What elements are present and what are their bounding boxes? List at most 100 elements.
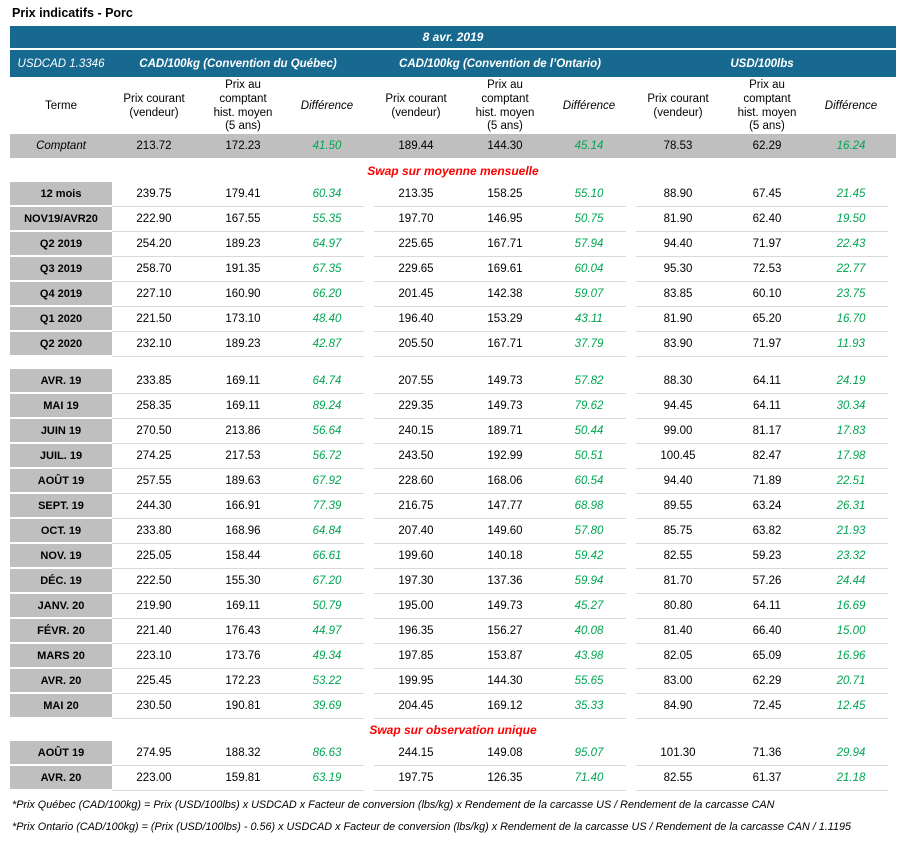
price-cell: 195.00 (374, 594, 458, 619)
group-gap (626, 207, 636, 232)
page-title: Prix indicatifs - Porc (12, 6, 133, 20)
difference-cell: 59.42 (552, 544, 626, 569)
group-header-usd: USD/100lbs (730, 57, 794, 70)
col-header-prix-courant-quebec: Prix courant (vendeur) (123, 92, 185, 119)
difference-cell: 79.62 (552, 394, 626, 419)
price-cell: 80.80 (636, 594, 720, 619)
price-cell: 197.85 (374, 644, 458, 669)
price-cell: 159.81 (196, 766, 290, 791)
price-table: 8 avr. 2019 USDCAD 1.3346 CAD/100kg (Con… (10, 26, 896, 791)
price-cell: 169.12 (458, 694, 552, 719)
price-cell: 173.76 (196, 644, 290, 669)
group-gap (364, 644, 374, 669)
table-row: AVR. 20 223.00 159.81 63.19 197.75 126.35 71.4… (10, 766, 896, 791)
row-label: MAI 19 (10, 394, 112, 419)
group-gap (364, 394, 374, 419)
table-row: MAI 19 258.35 169.11 89.24 229.35 149.73 79.62… (10, 394, 896, 419)
price-cell: 71.36 (720, 741, 814, 766)
price-cell: 213.86 (196, 419, 290, 444)
difference-cell: 50.44 (552, 419, 626, 444)
difference-cell: 16.24 (836, 140, 866, 152)
price-cell: 144.30 (458, 669, 552, 694)
price-cell: 199.60 (374, 544, 458, 569)
price-cell: 172.23 (196, 669, 290, 694)
group-gap (626, 469, 636, 494)
group-gap (364, 494, 374, 519)
price-cell: 160.90 (196, 282, 290, 307)
price-cell: 169.11 (196, 369, 290, 394)
difference-cell: 16.70 (814, 307, 888, 332)
difference-cell: 64.97 (290, 232, 364, 257)
table-row: AOÛT 19 257.55 189.63 67.92 228.60 168.06 60.5… (10, 469, 896, 494)
price-cell: 207.55 (374, 369, 458, 394)
difference-cell: 30.34 (814, 394, 888, 419)
price-cell: 85.75 (636, 519, 720, 544)
group-header-ontario: CAD/100kg (Convention de l’Ontario) (399, 57, 601, 70)
row-label: DÉC. 19 (10, 569, 112, 594)
row-label: 12 mois (10, 182, 112, 207)
price-cell: 101.30 (636, 741, 720, 766)
table-row: 12 mois 239.75 179.41 60.34 213.35 158.25 55.1… (10, 182, 896, 207)
price-cell: 147.77 (458, 494, 552, 519)
table-row: JUIL. 19 274.25 217.53 56.72 243.50 192.99 50.… (10, 444, 896, 469)
table-row: AOÛT 19 274.95 188.32 86.63 244.15 149.08 95.0… (10, 741, 896, 766)
group-gap (626, 332, 636, 357)
price-cell: 71.89 (720, 469, 814, 494)
difference-cell: 55.10 (552, 182, 626, 207)
difference-cell: 15.00 (814, 619, 888, 644)
price-cell: 144.30 (487, 140, 523, 152)
group-gap (364, 257, 374, 282)
difference-cell: 29.94 (814, 741, 888, 766)
price-cell: 63.82 (720, 519, 814, 544)
price-cell: 66.40 (720, 619, 814, 644)
col-header-prix-courant-ontario: Prix courant (vendeur) (385, 92, 447, 119)
price-cell: 270.50 (112, 419, 196, 444)
difference-cell: 50.79 (290, 594, 364, 619)
price-cell: 67.45 (720, 182, 814, 207)
group-gap (364, 694, 374, 719)
price-cell: 213.35 (374, 182, 458, 207)
price-cell: 169.61 (458, 257, 552, 282)
price-cell: 258.35 (112, 394, 196, 419)
group-gap (626, 741, 636, 766)
table-row: MARS 20 223.10 173.76 49.34 197.85 153.87 43.9… (10, 644, 896, 669)
group-gap (626, 644, 636, 669)
price-cell: 191.35 (196, 257, 290, 282)
difference-cell: 22.77 (814, 257, 888, 282)
difference-cell: 23.32 (814, 544, 888, 569)
difference-cell: 24.44 (814, 569, 888, 594)
difference-cell: 40.08 (552, 619, 626, 644)
table-row: Q1 2020 221.50 173.10 48.40 196.40 153.29 43.1… (10, 307, 896, 332)
price-cell: 190.81 (196, 694, 290, 719)
price-cell: 230.50 (112, 694, 196, 719)
group-header-quebec: CAD/100kg (Convention du Québec) (139, 57, 337, 70)
price-cell: 223.10 (112, 644, 196, 669)
price-cell: 155.30 (196, 569, 290, 594)
table-row: AVR. 20 225.45 172.23 53.22 199.95 144.30 55.6… (10, 669, 896, 694)
row-label: JUIN 19 (10, 419, 112, 444)
group-gap (364, 519, 374, 544)
difference-cell: 66.61 (290, 544, 364, 569)
price-cell: 149.60 (458, 519, 552, 544)
price-cell: 64.11 (720, 369, 814, 394)
difference-cell: 60.04 (552, 257, 626, 282)
group-gap (626, 282, 636, 307)
price-cell: 81.90 (636, 207, 720, 232)
group-gap (626, 594, 636, 619)
price-cell: 244.30 (112, 494, 196, 519)
difference-cell: 56.72 (290, 444, 364, 469)
price-cell: 192.99 (458, 444, 552, 469)
difference-cell: 95.07 (552, 741, 626, 766)
price-cell: 239.75 (112, 182, 196, 207)
price-cell: 201.45 (374, 282, 458, 307)
difference-cell: 45.27 (552, 594, 626, 619)
difference-cell: 63.19 (290, 766, 364, 791)
price-cell: 169.11 (196, 394, 290, 419)
group-gap (364, 182, 374, 207)
price-cell: 225.45 (112, 669, 196, 694)
table-row: Q4 2019 227.10 160.90 66.20 201.45 142.38 59.0… (10, 282, 896, 307)
col-header-prix-comptant-usd: Prix au comptant hist. moyen (5 ans) (737, 79, 797, 133)
difference-cell: 50.75 (552, 207, 626, 232)
group-gap (626, 369, 636, 394)
group-gap (364, 619, 374, 644)
